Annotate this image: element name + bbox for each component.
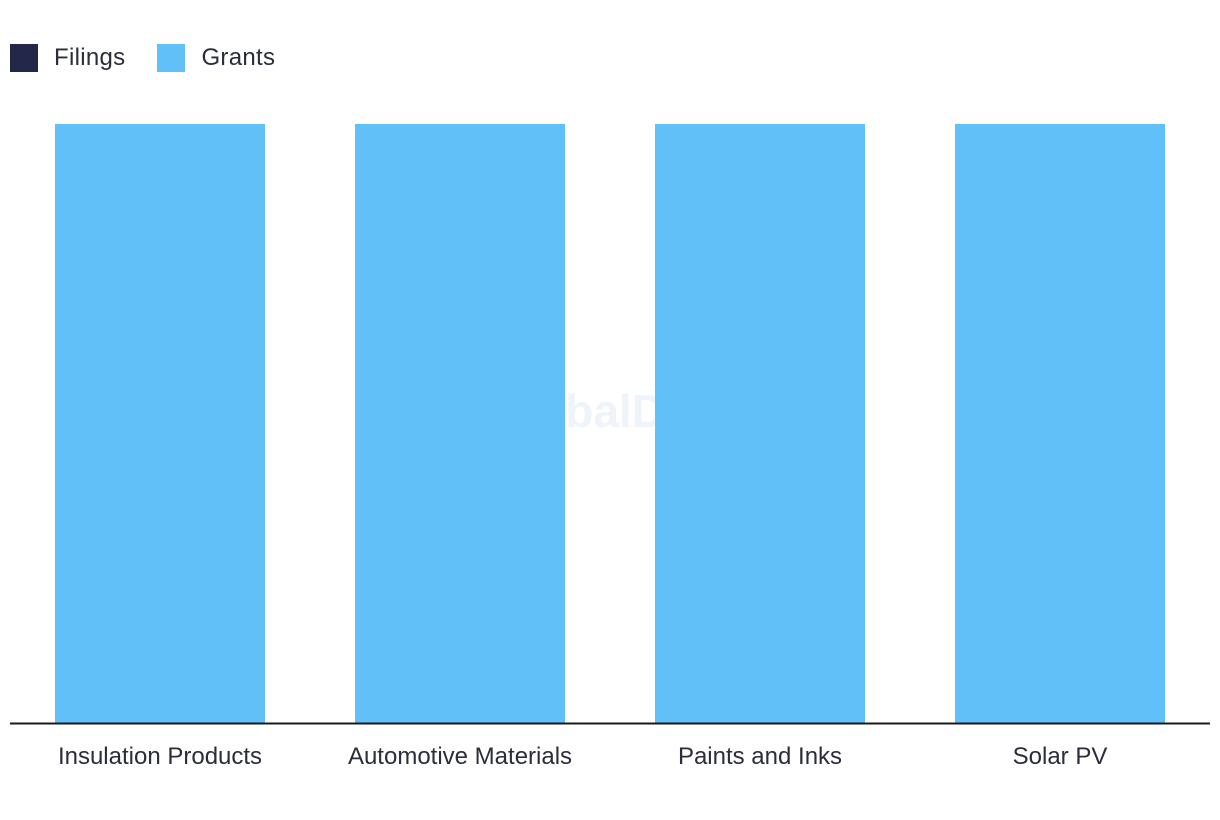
chart-legend: Filings Grants <box>10 44 275 72</box>
bars-group <box>55 124 1165 723</box>
x-tick-label: Paints and Inks <box>678 743 842 770</box>
legend-swatch-filings <box>10 44 38 72</box>
legend-item-grants[interactable]: Grants <box>157 44 275 72</box>
x-tick-labels: Insulation Products Automotive Materials P… <box>58 743 1107 770</box>
bar-grants-automotive-materials[interactable] <box>355 124 565 723</box>
bar-grants-paints-and-inks[interactable] <box>655 124 865 723</box>
x-tick-label: Solar PV <box>1013 743 1108 770</box>
legend-label-filings: Filings <box>54 44 126 71</box>
legend-swatch-grants <box>157 44 186 72</box>
legend-item-filings[interactable]: Filings <box>10 44 125 72</box>
bar-grants-solar-pv[interactable] <box>955 124 1165 723</box>
x-tick-label: Insulation Products <box>58 743 262 770</box>
legend-label-grants: Grants <box>201 44 276 71</box>
x-tick-label: Automotive Materials <box>348 743 572 770</box>
bar-grants-insulation-products[interactable] <box>55 124 265 723</box>
